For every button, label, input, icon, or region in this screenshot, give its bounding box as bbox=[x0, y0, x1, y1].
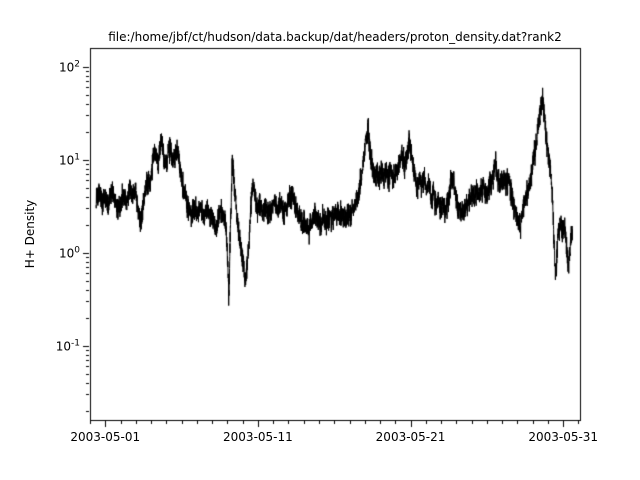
y-tick-label: 101 bbox=[59, 152, 80, 167]
y-tick-exponent: 0 bbox=[74, 245, 80, 256]
y-tick-exponent: 2 bbox=[74, 59, 80, 70]
y-tick-base: 10 bbox=[58, 246, 75, 261]
x-tick-label: 2003-05-01 bbox=[70, 430, 141, 444]
y-tick-base: 10 bbox=[55, 339, 72, 354]
y-tick-exponent: -1 bbox=[71, 338, 80, 349]
y-tick-base: 10 bbox=[58, 153, 75, 168]
y-tick-label: 100 bbox=[59, 245, 80, 260]
y-tick-label: 10-1 bbox=[56, 338, 80, 353]
x-tick-label: 2003-05-11 bbox=[223, 430, 293, 444]
y-axis-label: H+ Density bbox=[23, 199, 37, 269]
y-tick-base: 10 bbox=[58, 60, 75, 75]
x-tick-label: 2003-05-21 bbox=[375, 430, 446, 444]
y-tick-label: 102 bbox=[59, 59, 80, 74]
x-tick-label: 2003-05-31 bbox=[528, 430, 599, 444]
y-tick-exponent: 1 bbox=[74, 152, 80, 163]
chart-title: file:/home/jbf/ct/hudson/data.backup/dat… bbox=[108, 30, 562, 44]
